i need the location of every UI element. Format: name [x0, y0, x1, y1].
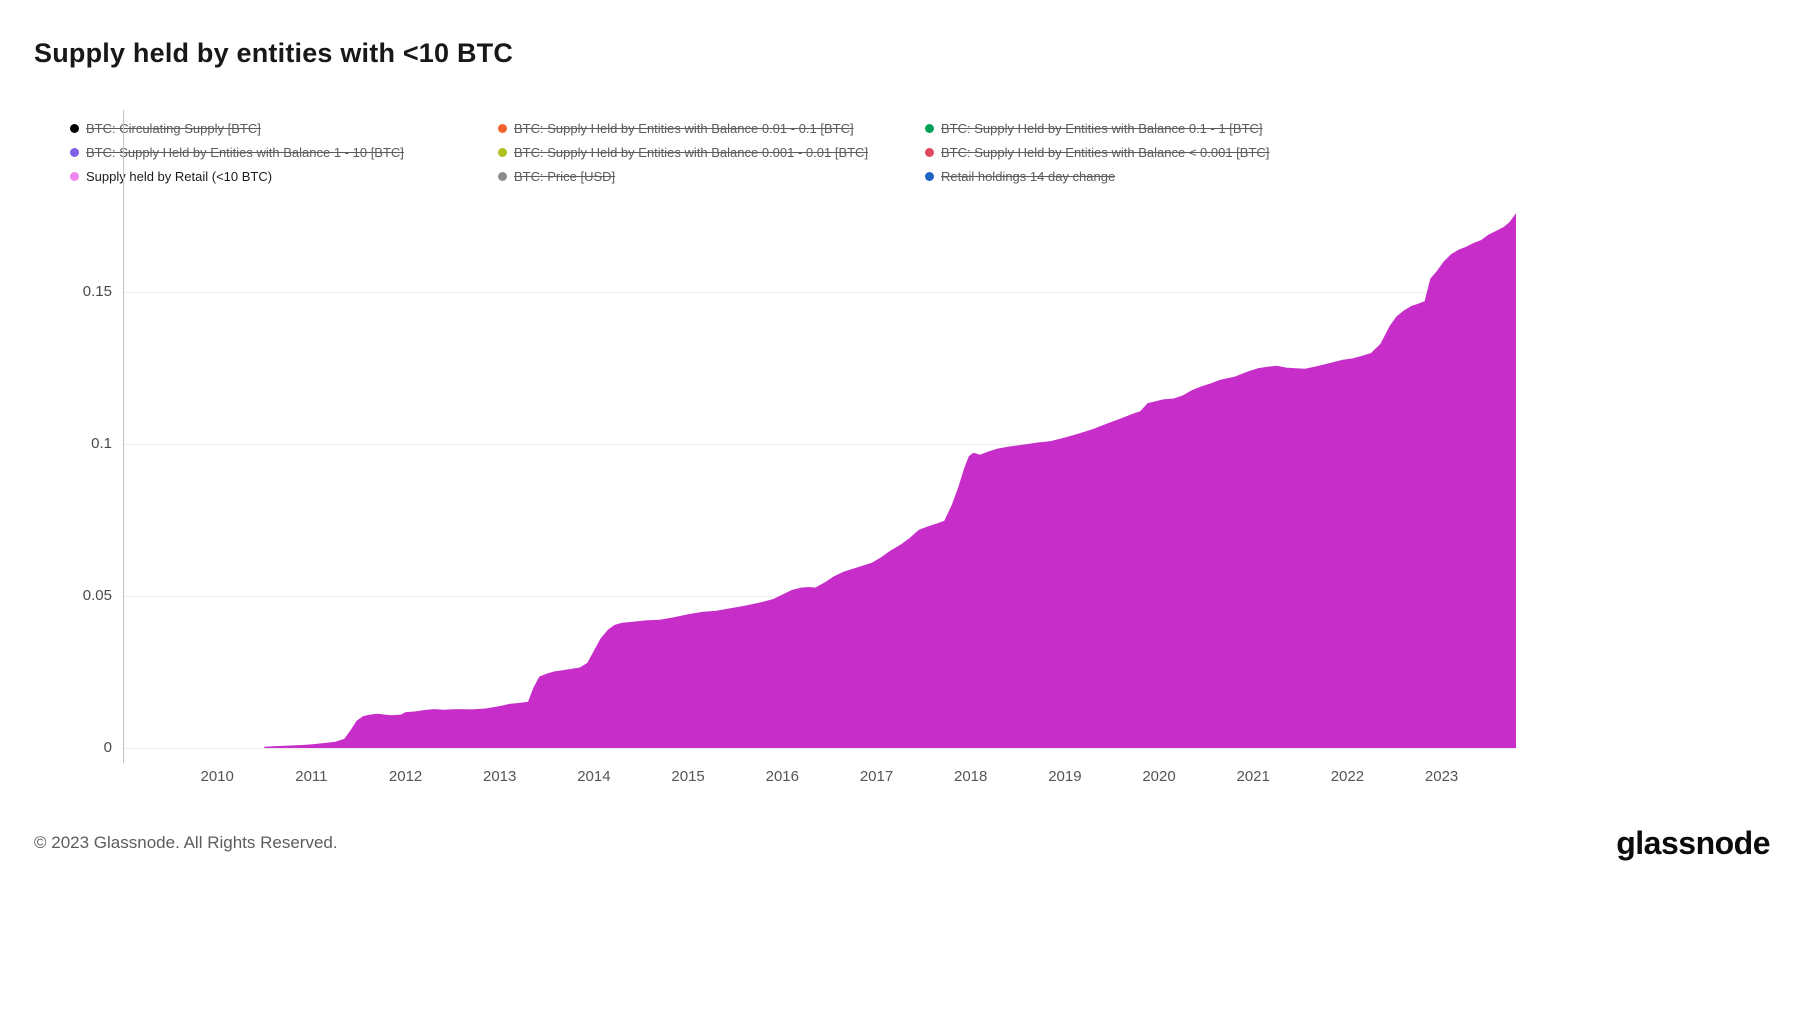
x-axis-tick-label: 2022: [1330, 768, 1365, 785]
legend-item[interactable]: BTC: Supply Held by Entities with Balanc…: [925, 144, 1570, 160]
x-axis-tick-label: 2021: [1236, 768, 1270, 785]
legend-label: Supply held by Retail (<10 BTC): [86, 168, 273, 184]
legend-dot-icon: [498, 171, 507, 181]
x-axis-tick-label: 2016: [765, 768, 799, 785]
legend-dot-icon: [925, 171, 934, 181]
legend-item[interactable]: BTC: Circulating Supply [BTC]: [70, 120, 498, 136]
legend-label: BTC: Price [USD]: [514, 168, 616, 184]
y-axis-tick-label: 0: [103, 739, 112, 756]
x-axis-tick-label: 2017: [859, 768, 894, 785]
x-axis-tick-label: 2010: [200, 768, 234, 785]
legend-label: BTC: Supply Held by Entities with Balanc…: [941, 144, 1270, 160]
x-axis-tick-label: 2012: [388, 768, 423, 785]
legend-dot-icon: [498, 123, 507, 133]
gridline: [123, 748, 1516, 749]
x-axis-tick-label: 2019: [1048, 768, 1082, 785]
y-axis-tick-label: 0.05: [82, 587, 112, 605]
x-axis-tick-label: 2014: [577, 768, 611, 785]
legend-dot-icon: [498, 147, 507, 157]
legend-item[interactable]: Retail holdings 14 day change: [925, 168, 1570, 184]
page-title: Supply held by entities with <10 BTC: [34, 38, 514, 68]
glassnode-logo: glassnode: [1616, 824, 1770, 861]
legend-dot-icon: [925, 123, 934, 133]
page-footer: © 2023 Glassnode. All Rights Reserved. g…: [34, 818, 1770, 868]
legend-item[interactable]: BTC: Price [USD]: [498, 168, 925, 184]
legend-label: Retail holdings 14 day change: [941, 168, 1116, 184]
legend-label: BTC: Supply Held by Entities with Balanc…: [941, 120, 1263, 136]
x-axis-tick-label: 2018: [954, 768, 988, 785]
legend-item[interactable]: BTC: Supply Held by Entities with Balanc…: [70, 144, 498, 160]
legend-label: BTC: Supply Held by Entities with Balanc…: [514, 144, 869, 160]
legend-label: BTC: Circulating Supply [BTC]: [86, 120, 261, 136]
legend-item[interactable]: BTC: Supply Held by Entities with Balanc…: [925, 120, 1570, 136]
gridline: [123, 444, 1516, 446]
y-axis-line: [123, 110, 124, 763]
legend-item[interactable]: BTC: Supply Held by Entities with Balanc…: [498, 120, 925, 136]
legend-item[interactable]: BTC: Supply Held by Entities with Balanc…: [498, 144, 925, 160]
legend-label: BTC: Supply Held by Entities with Balanc…: [514, 120, 854, 136]
copyright-text: © 2023 Glassnode. All Rights Reserved.: [34, 833, 338, 852]
chart-legend: BTC: Circulating Supply [BTC] BTC: Supply…: [70, 120, 1570, 184]
legend-label: BTC: Supply Held by Entities with Balanc…: [86, 144, 404, 160]
x-axis-tick-label: 2023: [1424, 768, 1459, 785]
area-polygon: [264, 213, 1516, 748]
x-axis-tick-label: 2015: [671, 768, 705, 785]
y-axis-tick-label: 0.15: [82, 283, 112, 301]
legend-dot-icon: [70, 123, 79, 133]
x-axis-tick-label: 2020: [1142, 768, 1176, 785]
gridline: [123, 292, 1516, 294]
legend-dot-icon: [925, 147, 934, 157]
x-axis-tick-label: 2011: [295, 768, 328, 785]
y-axis-tick-label: 0.1: [91, 435, 112, 453]
chart-plot-area[interactable]: 0 0.05 0.1 0.15 2010 2011 2012 2013 2014 2015 2016…: [83, 110, 1516, 785]
x-axis-tick-label: 2013: [483, 768, 517, 785]
legend-item[interactable]: Supply held by Retail (<10 BTC): [70, 168, 498, 184]
legend-dot-icon: [70, 147, 79, 157]
area-series-retail-supply[interactable]: [123, 195, 1516, 748]
legend-dot-icon: [70, 171, 79, 181]
